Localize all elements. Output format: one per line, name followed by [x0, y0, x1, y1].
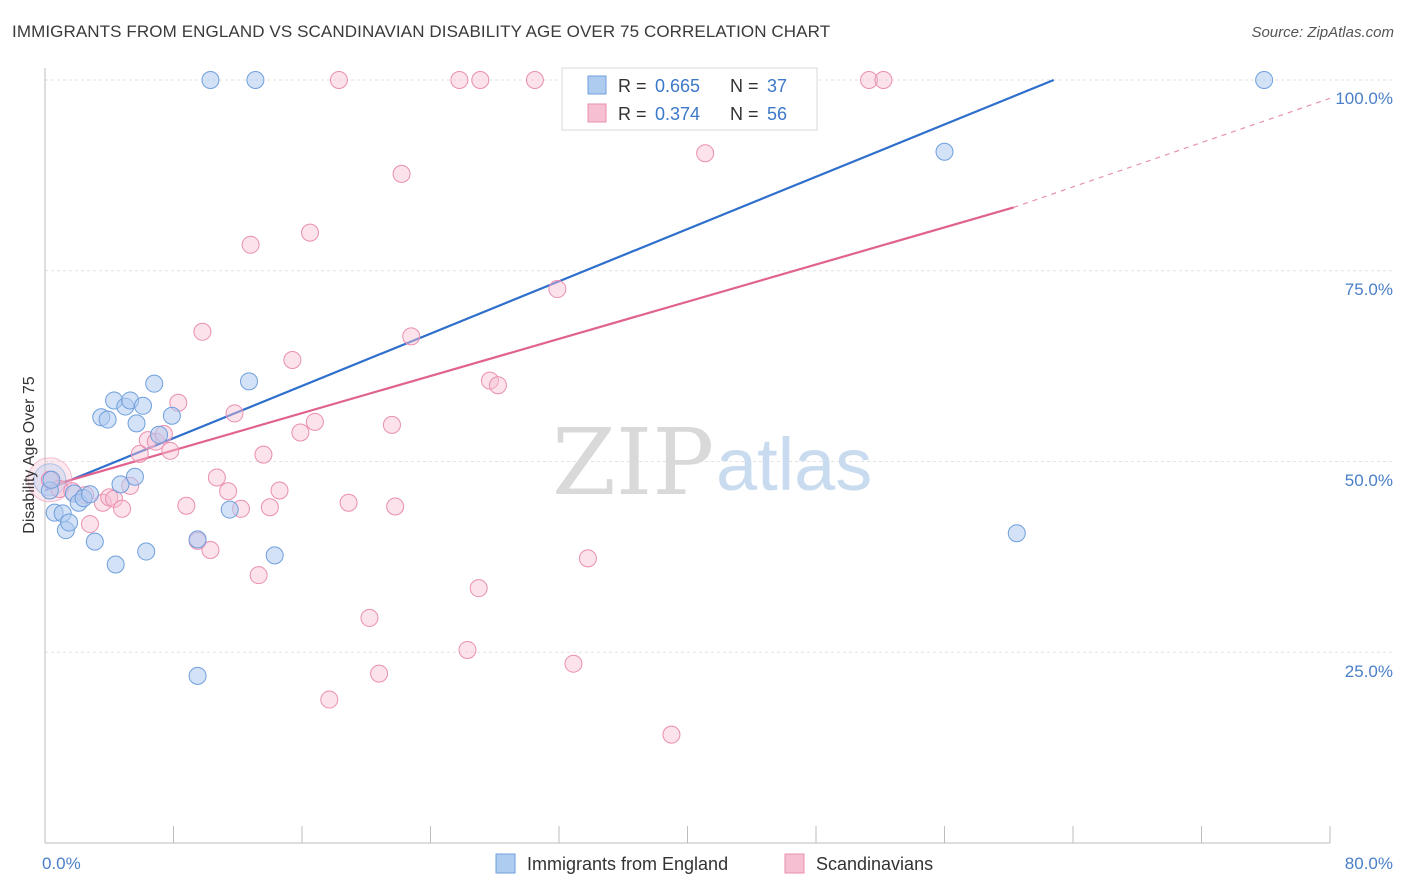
data-point-scandinavians [177, 496, 196, 515]
data-point-scandinavians [241, 235, 260, 254]
axes [44, 68, 1331, 844]
data-point-scandinavians [130, 444, 149, 463]
chart-title: IMMIGRANTS FROM ENGLAND VS SCANDINAVIAN … [12, 22, 831, 41]
data-point-england [246, 71, 265, 89]
data-point-scandinavians [301, 223, 320, 242]
data-points [27, 71, 1274, 744]
source-label: Source: ZipAtlas.com [1251, 24, 1394, 41]
trend-line-scandinavians [44, 206, 1014, 489]
legend-n-value-blue: 37 [767, 76, 787, 96]
data-point-england [80, 485, 99, 504]
y-axis-label: Disability Age Over 75 [21, 376, 38, 534]
data-point-scandinavians [578, 549, 597, 568]
data-point-scandinavians [219, 482, 238, 501]
data-point-scandinavians [305, 412, 324, 431]
y-tick-label-75: 75.0% [1345, 280, 1393, 299]
trend-line-scandinavians-extension [1013, 97, 1331, 208]
data-point-scandinavians [360, 608, 379, 627]
data-point-scandinavians [382, 415, 401, 434]
data-point-scandinavians [874, 71, 893, 89]
data-point-scandinavians [662, 725, 681, 744]
data-point-scandinavians [283, 351, 302, 370]
data-point-england [220, 500, 239, 519]
data-point-england [1255, 71, 1274, 89]
data-point-scandinavians [488, 376, 507, 395]
legend-n-value-pink: 56 [767, 104, 787, 124]
series-legend-swatch-england [495, 853, 516, 874]
watermark-zip: ZIP [552, 409, 714, 516]
data-point-england [201, 71, 220, 89]
series-legend-label-england: Immigrants from England [527, 854, 728, 874]
data-point-scandinavians [193, 322, 212, 341]
legend-r-value-blue: 0.665 [655, 76, 700, 96]
data-point-england [145, 374, 164, 393]
data-point-scandinavians [249, 566, 268, 585]
watermark-atlas: atlas [716, 423, 872, 506]
data-point-scandinavians [386, 497, 405, 516]
correlation-legend: R = 0.665 N = 37 R = 0.374 N = 56 [561, 67, 818, 131]
y-tick-label-50: 50.0% [1345, 471, 1393, 490]
data-point-scandinavians [696, 144, 715, 163]
data-point-scandinavians [320, 690, 339, 709]
watermark: ZIP atlas [552, 409, 872, 516]
data-point-scandinavians [450, 71, 469, 89]
data-point-scandinavians [392, 164, 411, 183]
data-point-england [85, 532, 104, 551]
x-tick-label-max: 80.0% [1345, 854, 1393, 873]
data-point-scandinavians [161, 441, 180, 460]
data-point-scandinavians [548, 280, 567, 299]
data-point-england [111, 475, 130, 494]
data-point-scandinavians [329, 71, 348, 89]
legend-swatch-blue [587, 75, 607, 95]
legend-n-label-pink: N = [730, 104, 759, 124]
grid-lines [45, 79, 1395, 653]
data-point-scandinavians [370, 664, 389, 683]
data-point-scandinavians [80, 515, 99, 534]
data-point-england [127, 414, 146, 433]
data-point-scandinavians [260, 498, 279, 517]
data-point-scandinavians [564, 654, 583, 673]
data-point-scandinavians [458, 640, 477, 659]
data-point-scandinavians [402, 327, 421, 346]
data-point-england [265, 546, 284, 565]
data-point-scandinavians [207, 468, 226, 487]
data-point-england [188, 666, 207, 685]
data-point-england [106, 555, 125, 574]
data-point-scandinavians [270, 481, 289, 500]
data-point-england [137, 542, 156, 561]
legend-r-value-pink: 0.374 [655, 104, 700, 124]
data-point-scandinavians [201, 541, 220, 560]
data-point-england [239, 372, 258, 391]
data-point-scandinavians [225, 404, 244, 423]
data-point-england [162, 406, 181, 425]
series-legend-label-scandinavians: Scandinavians [816, 854, 933, 874]
legend-r-label-blue: R = [618, 76, 647, 96]
data-point-scandinavians [291, 423, 310, 442]
data-point-england [98, 410, 117, 429]
y-tick-label-25: 25.0% [1345, 662, 1393, 681]
data-point-scandinavians [471, 71, 490, 89]
data-point-scandinavians [525, 71, 544, 89]
data-point-scandinavians [254, 445, 273, 464]
x-tick-label-min: 0.0% [42, 854, 81, 873]
series-legend-swatch-scandinavians [784, 853, 805, 874]
data-point-england [133, 396, 152, 415]
data-point-england [42, 470, 61, 489]
y-tick-label-100: 100.0% [1335, 89, 1393, 108]
data-point-scandinavians [339, 493, 358, 512]
data-point-scandinavians [860, 71, 879, 89]
data-point-scandinavians [113, 499, 132, 518]
series-legend: Immigrants from England Scandinavians [495, 853, 933, 874]
legend-n-label-blue: N = [730, 76, 759, 96]
legend-swatch-pink [587, 103, 607, 123]
legend-r-label-pink: R = [618, 104, 647, 124]
data-point-england [935, 142, 954, 161]
data-point-england [60, 513, 79, 532]
data-point-england [125, 467, 144, 486]
data-point-scandinavians [469, 579, 488, 598]
data-point-england [188, 530, 207, 549]
data-point-england [150, 425, 169, 444]
data-point-england [1007, 524, 1026, 543]
